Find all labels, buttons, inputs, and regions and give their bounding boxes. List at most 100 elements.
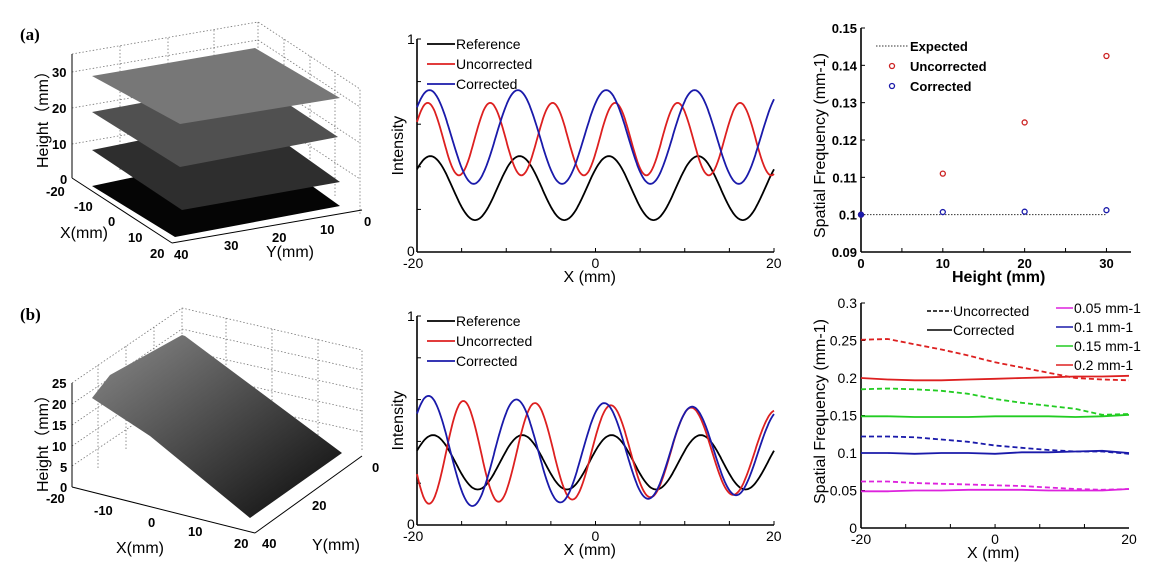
series-line-corrected (416, 89, 775, 185)
legend-label: 0.2 mm-1 (1074, 357, 1133, 373)
y-tick-label: 0.14 (832, 58, 858, 73)
z-tick: 10 (52, 137, 66, 152)
data-point-uncorrected (1021, 119, 1028, 126)
z-tick: 0 (60, 480, 67, 495)
x-axis-label: Height (mm) (952, 269, 1045, 286)
legend-label: Reference (456, 313, 521, 329)
y-tick-label: 0.2 (838, 370, 858, 386)
y-axis-label: Y(mm) (312, 537, 360, 554)
z-axis-label: Height（mm） (34, 387, 52, 492)
legend-label: Reference (456, 36, 521, 52)
legend-label: Corrected (910, 79, 971, 94)
surface-inclined (92, 335, 342, 518)
panel-b-tag: (b) (20, 305, 41, 324)
frequency-chart-b: 00.050.10.150.20.250.3-20 0 20X (mm)Spatia… (812, 295, 1141, 562)
x-tick-label: 0 (592, 528, 600, 544)
legend-label: Uncorrected (456, 56, 532, 72)
y-tick-label: 0.09 (832, 245, 857, 260)
x-tick-label: 0 (592, 255, 600, 271)
z-tick: 5 (60, 460, 67, 475)
series-line-corrected (861, 488, 1130, 493)
x-axis-label: X(mm) (116, 540, 164, 557)
y-axis-label: Y(mm) (266, 244, 314, 261)
x-tick-label: 0 (991, 531, 999, 547)
x-tick: 20 (150, 246, 164, 261)
y-tick-label: 0.15 (830, 408, 857, 424)
panel-a-tag: (a) (20, 25, 40, 44)
series-line-uncorrected (860, 387, 1130, 416)
series-line-corrected (861, 449, 1130, 455)
x-tick-label: -20 (403, 255, 423, 271)
y-tick: 40 (174, 247, 188, 262)
legend-label: Uncorrected (456, 333, 532, 349)
legend-label: 0.15 mm-1 (1074, 338, 1141, 354)
data-point-corrected (857, 211, 865, 218)
y-tick-label: 0.15 (832, 21, 857, 36)
series-line-corrected (861, 413, 1130, 418)
frequency-scatter-a: 0.09 0.1 0.11 0.12 0.13 0.14 0.15 0 10 20 30 Height… (812, 21, 1131, 286)
x-tick-label: 20 (766, 528, 782, 544)
x-axis-label: X (mm) (967, 545, 1019, 562)
x-tick-label: 20 (1017, 256, 1031, 271)
x-axis (71, 486, 256, 534)
y-tick-label: 0.1 (839, 208, 857, 223)
y-axis-label: Spatial Frequency (mm-1) (812, 53, 829, 238)
z-tick: 20 (52, 101, 66, 116)
x-axis-label: X(mm) (60, 225, 108, 242)
data-point-uncorrected (1103, 52, 1110, 60)
series-line-corrected (860, 374, 1130, 382)
y-tick-label: 0.11 (832, 170, 857, 185)
grid-line (257, 39, 361, 108)
y-tick: 0 (364, 214, 371, 229)
z-tick: 10 (52, 439, 66, 454)
data-point-uncorrected (939, 170, 946, 177)
legend-label: 0.1 mm-1 (1074, 319, 1133, 335)
x-tick-label: 30 (1099, 256, 1113, 271)
z-tick: 0 (60, 172, 67, 187)
x-tick: -10 (94, 503, 113, 518)
legend-label: Corrected (456, 76, 517, 92)
x-axis (71, 177, 173, 244)
x-tick: -10 (74, 199, 93, 214)
grid-line (71, 391, 183, 467)
y-axis-label: Spatial Frequency (mm-1) (812, 319, 829, 504)
y-tick-label: 0.12 (832, 133, 857, 148)
x-tick-label: -20 (403, 528, 423, 544)
y-tick-label: 0.1 (838, 445, 858, 461)
y-tick: 0 (372, 460, 379, 475)
x-tick: 10 (188, 524, 202, 539)
y-tick-label: 1 (407, 308, 415, 324)
y-tick-label: 1 (407, 31, 415, 47)
legend-label: Uncorrected (910, 59, 987, 74)
legend-label: 0.05 mm-1 (1074, 300, 1141, 316)
grid-line (181, 349, 363, 391)
y-tick-label: 0 (407, 516, 415, 532)
legend-label: Corrected (953, 322, 1014, 338)
data-point-corrected (1021, 208, 1028, 215)
legend-swatch (888, 82, 896, 90)
series-line-uncorrected (860, 338, 1130, 382)
series-line-uncorrected (416, 101, 775, 177)
y-axis (171, 209, 363, 244)
z-tick: 20 (52, 397, 66, 412)
legend-label: Corrected (456, 353, 517, 369)
grid-line (257, 111, 361, 180)
z-tick: 30 (52, 65, 66, 80)
series-line-reference (416, 434, 775, 491)
x-axis-label: X (mm) (564, 269, 616, 286)
y-tick-label: 0.25 (830, 333, 857, 349)
surface-plot-b: 25 20 15 10 5 0 -20 -10 0 10 20 40 20 0 … (34, 307, 379, 557)
grid-line (181, 328, 363, 371)
x-tick-label: 20 (766, 255, 782, 271)
surface-plot-a: 30 20 10 0 -20 -10 0 10 20 40 30 20 10 0… (34, 21, 371, 262)
legend-label: Expected (910, 39, 968, 54)
grid-line (181, 370, 363, 412)
z-tick: 15 (52, 418, 66, 433)
y-tick-label: 0 (407, 243, 415, 259)
y-axis-label: Intensity (390, 391, 407, 451)
x-tick: 20 (234, 536, 248, 551)
x-tick: 10 (128, 230, 142, 245)
z-axis-label: Height（mm） (34, 63, 52, 168)
